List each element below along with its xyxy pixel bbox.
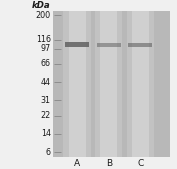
Text: A: A [74, 159, 80, 168]
Bar [97, 43, 121, 47]
Text: 66: 66 [41, 59, 51, 68]
Bar [100, 11, 117, 157]
Text: 31: 31 [41, 96, 51, 105]
Bar [132, 11, 149, 157]
Text: kDa: kDa [32, 1, 51, 10]
Bar [65, 42, 89, 47]
Text: 44: 44 [41, 78, 51, 87]
Text: 116: 116 [36, 35, 51, 44]
Text: 97: 97 [41, 44, 51, 53]
Bar [53, 11, 170, 157]
Text: B: B [106, 159, 112, 168]
Text: C: C [137, 159, 143, 168]
Bar [69, 11, 85, 157]
Text: 14: 14 [41, 129, 51, 138]
Bar [95, 11, 122, 157]
Text: 6: 6 [46, 148, 51, 157]
Bar [129, 43, 152, 47]
Text: 200: 200 [36, 11, 51, 20]
Bar [127, 11, 154, 157]
Bar [64, 11, 91, 157]
Text: 22: 22 [41, 111, 51, 120]
